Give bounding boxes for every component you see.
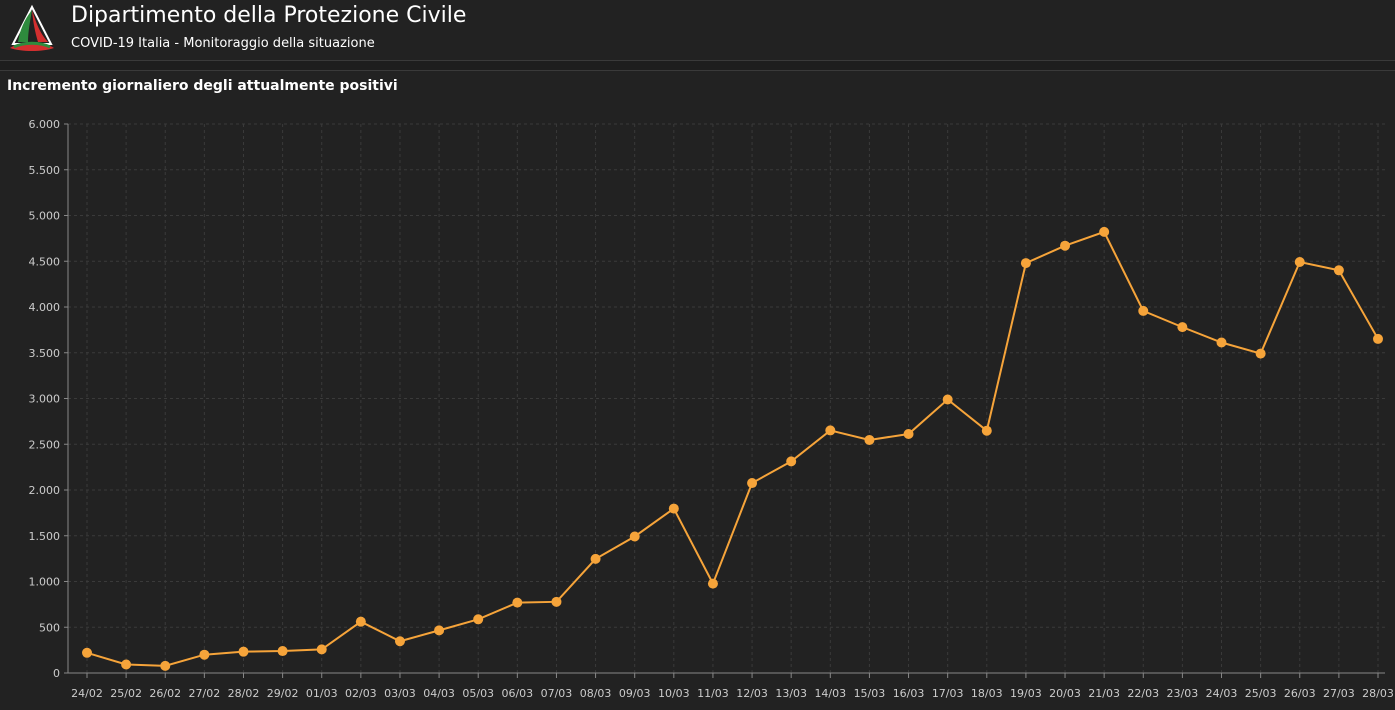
data-point	[238, 646, 249, 657]
x-tick-label: 01/03	[306, 687, 338, 700]
data-point	[629, 531, 640, 542]
series-line	[86, 230, 1379, 667]
data-point	[434, 625, 445, 636]
data-point	[786, 456, 797, 467]
x-tick-label: 25/02	[110, 687, 142, 700]
x-tick-label: 07/03	[541, 687, 573, 700]
data-point	[903, 429, 914, 440]
y-tick-label: 5.000	[29, 210, 61, 223]
data-point	[825, 425, 836, 436]
x-tick-label: 10/03	[658, 687, 690, 700]
x-tick-label: 28/03	[1362, 687, 1394, 700]
data-point	[1060, 240, 1071, 251]
x-tick-label: 28/02	[228, 687, 260, 700]
data-point	[355, 616, 366, 627]
y-tick-label: 5.500	[29, 164, 61, 177]
data-point	[747, 478, 758, 489]
x-tick-label: 08/03	[580, 687, 612, 700]
data-point	[473, 614, 484, 625]
x-tick-label: 02/03	[345, 687, 377, 700]
x-tick-label: 06/03	[501, 687, 533, 700]
data-point	[1216, 337, 1227, 348]
x-tick-label: 23/03	[1167, 687, 1199, 700]
x-tick-label: 27/03	[1323, 687, 1355, 700]
x-tick-label: 09/03	[619, 687, 651, 700]
page-subtitle: COVID-19 Italia - Monitoraggio della sit…	[71, 36, 375, 51]
x-tick-label: 20/03	[1049, 687, 1081, 700]
x-tick-label: 24/02	[71, 687, 103, 700]
x-tick-label: 13/03	[775, 687, 807, 700]
x-tick-label: 24/03	[1206, 687, 1238, 700]
axes: 0 500 1.000 1.500 2.000 2.500 3.000 3.500 4.000 4…	[29, 118, 1394, 700]
x-tick-label: 15/03	[854, 687, 886, 700]
y-tick-label: 1.000	[29, 576, 61, 589]
data-point	[981, 425, 992, 436]
x-tick-label: 17/03	[932, 687, 964, 700]
x-tick-label: 16/03	[893, 687, 925, 700]
data-point	[1099, 226, 1110, 237]
line-chart: 0 500 1.000 1.500 2.000 2.500 3.000 3.500 4.000 4…	[29, 118, 1394, 700]
y-tick-label: 4.500	[29, 255, 61, 268]
data-point	[551, 596, 562, 607]
page-title: Dipartimento della Protezione Civile	[71, 3, 467, 28]
x-tick-label: 18/03	[971, 687, 1003, 700]
x-tick-label: 12/03	[736, 687, 768, 700]
data-point	[668, 503, 679, 514]
y-tick-label: 6.000	[29, 118, 61, 131]
x-tick-label: 26/03	[1284, 687, 1316, 700]
data-point	[1177, 322, 1188, 333]
y-tick-label: 4.000	[29, 301, 61, 314]
y-tick-label: 3.000	[29, 393, 61, 406]
x-tick-label: 05/03	[462, 687, 494, 700]
chart-panel: Incremento giornaliero degli attualmente…	[0, 70, 1395, 710]
data-point	[590, 553, 601, 564]
x-tick-label: 03/03	[384, 687, 416, 700]
chart-title: Incremento giornaliero degli attualmente…	[7, 78, 398, 94]
x-tick-label: 29/02	[267, 687, 299, 700]
data-point	[82, 647, 92, 658]
data-point	[1020, 258, 1031, 269]
data-point	[1138, 305, 1149, 316]
x-tick-label: 14/03	[814, 687, 846, 700]
x-tick-label: 04/03	[423, 687, 455, 700]
y-tick-label: 500	[39, 621, 60, 634]
data-point	[512, 597, 523, 608]
x-tick-label: 25/03	[1245, 687, 1277, 700]
data-point	[1333, 265, 1344, 276]
data-point	[160, 660, 171, 671]
series	[82, 226, 1383, 671]
y-tick-label: 2.000	[29, 484, 61, 497]
app-header: Dipartimento della Protezione Civile COV…	[0, 0, 1395, 61]
data-point	[707, 578, 718, 589]
protezione-civile-logo-icon	[10, 4, 54, 51]
data-point	[1255, 348, 1266, 359]
x-tick-label: 19/03	[1010, 687, 1042, 700]
data-point	[277, 646, 288, 657]
x-tick-label: 26/02	[149, 687, 181, 700]
x-tick-label: 22/03	[1127, 687, 1159, 700]
data-point	[316, 644, 327, 655]
x-tick-label: 27/02	[189, 687, 221, 700]
data-point	[1294, 256, 1305, 267]
y-tick-label: 1.500	[29, 530, 61, 543]
data-point	[121, 659, 132, 670]
data-point	[942, 394, 953, 405]
x-tick-label: 11/03	[697, 687, 729, 700]
y-tick-label: 2.500	[29, 438, 61, 451]
x-tick-label: 21/03	[1088, 687, 1120, 700]
y-tick-label: 3.500	[29, 347, 61, 360]
grid	[68, 123, 1385, 673]
data-point	[199, 649, 210, 660]
data-point	[1373, 333, 1383, 344]
y-tick-label: 0	[53, 667, 60, 680]
data-point	[394, 636, 405, 647]
data-point	[864, 434, 875, 445]
